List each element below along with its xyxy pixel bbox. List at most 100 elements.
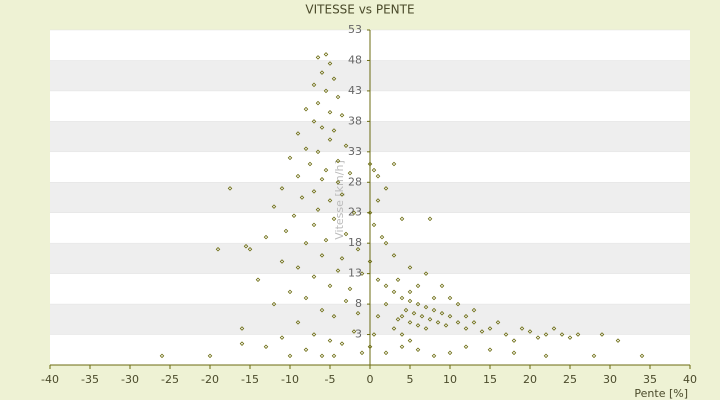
- point: [303, 240, 309, 246]
- point: [319, 253, 325, 258]
- point: [299, 195, 305, 200]
- y-tick-label: 18: [348, 236, 362, 249]
- point: [215, 247, 221, 252]
- point: [371, 222, 377, 228]
- point: [335, 180, 341, 185]
- point: [527, 329, 533, 334]
- point: [287, 289, 293, 295]
- point: [339, 341, 345, 346]
- point: [263, 344, 269, 349]
- x-tick-label: -20: [201, 373, 219, 386]
- point: [339, 192, 345, 197]
- point: [471, 307, 477, 313]
- point: [431, 307, 437, 313]
- point: [591, 353, 597, 359]
- point: [295, 173, 301, 179]
- point: [399, 344, 405, 349]
- point: [423, 271, 429, 276]
- point: [383, 283, 389, 289]
- point: [559, 332, 565, 337]
- point: [455, 301, 461, 307]
- chart-title: VITESSE vs PENTE: [305, 3, 414, 17]
- point: [407, 265, 413, 270]
- point: [599, 332, 605, 337]
- point: [263, 234, 269, 240]
- point: [423, 304, 429, 310]
- x-axis-label: Pente [%]: [634, 387, 688, 400]
- point: [383, 240, 389, 246]
- point: [239, 341, 245, 346]
- point: [435, 320, 441, 325]
- point: [463, 314, 469, 319]
- point: [371, 167, 377, 173]
- y-tick-label: 43: [348, 84, 362, 97]
- point: [315, 100, 321, 106]
- point: [339, 113, 345, 118]
- x-tick-label: 30: [603, 373, 617, 386]
- point: [375, 314, 381, 319]
- x-tick-label: 25: [563, 373, 577, 386]
- point: [303, 146, 309, 152]
- point: [359, 271, 365, 276]
- point: [279, 335, 285, 340]
- point: [379, 234, 385, 240]
- point: [323, 237, 329, 243]
- point: [471, 320, 477, 325]
- y-tick-label: 53: [348, 23, 362, 36]
- point: [331, 216, 337, 222]
- point: [375, 277, 381, 282]
- point: [375, 198, 381, 203]
- point: [311, 332, 317, 337]
- point: [463, 326, 469, 331]
- point: [399, 295, 405, 301]
- point: [367, 344, 373, 349]
- point: [479, 329, 485, 334]
- point: [407, 298, 413, 304]
- point: [503, 332, 509, 337]
- point: [291, 213, 297, 219]
- point: [323, 88, 329, 94]
- point: [383, 301, 389, 307]
- point: [407, 320, 413, 325]
- point: [319, 125, 325, 130]
- point: [383, 186, 389, 191]
- point: [407, 289, 413, 295]
- y-tick-label: 48: [348, 53, 362, 66]
- point: [207, 353, 213, 359]
- point: [355, 310, 361, 316]
- point: [319, 70, 325, 75]
- point: [415, 347, 421, 353]
- point: [423, 326, 429, 331]
- point: [495, 320, 501, 325]
- point: [327, 338, 333, 343]
- y-tick-label: 23: [348, 206, 362, 219]
- x-tick-label: 35: [643, 373, 657, 386]
- point: [331, 314, 337, 319]
- point: [399, 216, 405, 222]
- point: [439, 283, 445, 289]
- point: [415, 323, 421, 328]
- point: [279, 186, 285, 191]
- point: [615, 338, 621, 343]
- point: [419, 314, 425, 319]
- point: [443, 323, 449, 328]
- point: [567, 335, 573, 340]
- point: [639, 353, 645, 359]
- point: [327, 61, 333, 66]
- x-tick-label: 10: [443, 373, 457, 386]
- point: [439, 310, 445, 316]
- point: [271, 204, 277, 209]
- point: [343, 298, 349, 304]
- point: [399, 314, 405, 319]
- x-tick-label: 40: [683, 373, 697, 386]
- point: [315, 149, 321, 155]
- point: [399, 332, 405, 337]
- x-tick-label: -25: [161, 373, 179, 386]
- point: [395, 277, 401, 282]
- point: [543, 332, 549, 337]
- point: [303, 295, 309, 301]
- point: [311, 274, 317, 279]
- point: [391, 326, 397, 331]
- point: [315, 207, 321, 212]
- point: [323, 167, 329, 173]
